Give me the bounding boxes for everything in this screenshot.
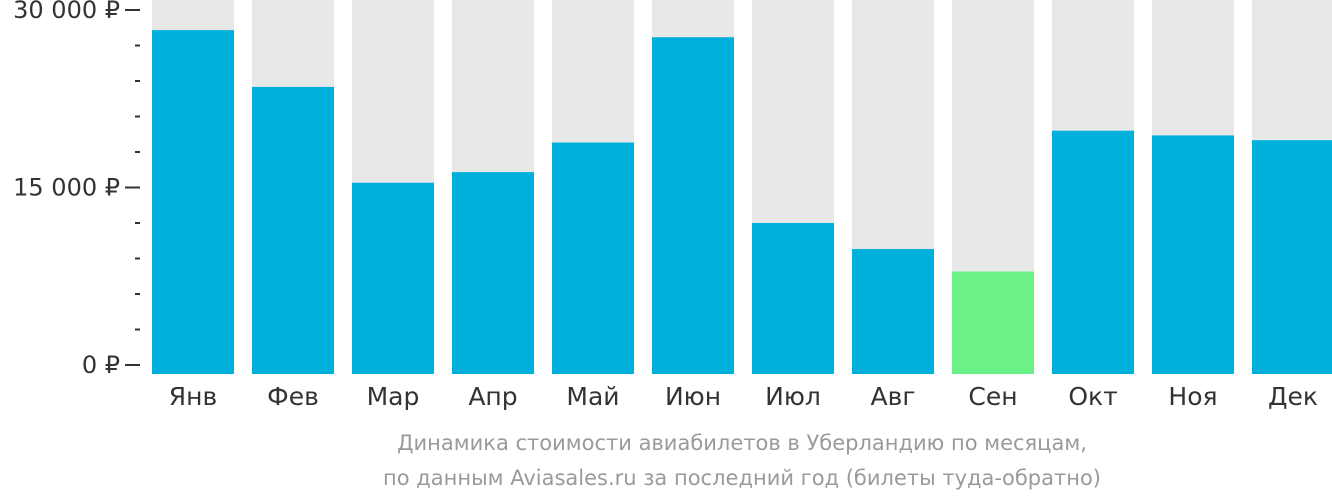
x-tick-label-8: Авг	[871, 382, 916, 411]
x-tick-label-5: Май	[566, 382, 619, 411]
bar-8	[852, 249, 934, 374]
x-tick-label-4: Апр	[468, 382, 517, 411]
bar-9	[952, 271, 1034, 374]
bar-7	[752, 223, 834, 374]
bar-12	[1252, 140, 1332, 374]
x-tick-label-9: Сен	[968, 382, 1017, 411]
bar-1	[152, 30, 234, 374]
bar-5	[552, 142, 634, 374]
bar-11	[1152, 135, 1234, 374]
x-tick-label-3: Мар	[367, 382, 420, 411]
chart-caption-line-2: по данным Aviasales.ru за последний год …	[383, 466, 1101, 490]
x-tick-label-10: Окт	[1068, 382, 1117, 411]
bar-10	[1052, 130, 1134, 374]
y-tick-label-2: 15 000 ₽	[13, 174, 120, 202]
bar-3	[352, 182, 434, 374]
bar-chart: Янв Фев Мар Апр Май Июн Июл Авг Сен Окт Ноя Дек 0 ₽ 1…	[13, 0, 1332, 411]
x-tick-label-6: Июн	[665, 382, 721, 411]
x-tick-label-12: Дек	[1268, 382, 1318, 411]
bar-2	[252, 86, 334, 375]
x-tick-label-2: Фев	[267, 382, 319, 411]
y-tick-label-1: 0 ₽	[82, 351, 120, 379]
bar-4	[452, 172, 534, 374]
bar-6	[652, 37, 734, 374]
chart-caption-line-1: Динамика стоимости авиабилетов в Уберлан…	[397, 431, 1087, 455]
y-tick-label-3: 30 000 ₽	[13, 0, 120, 24]
x-tick-label-7: Июл	[765, 382, 821, 411]
x-tick-label-11: Ноя	[1168, 382, 1217, 411]
x-tick-label-1: Янв	[169, 382, 217, 411]
